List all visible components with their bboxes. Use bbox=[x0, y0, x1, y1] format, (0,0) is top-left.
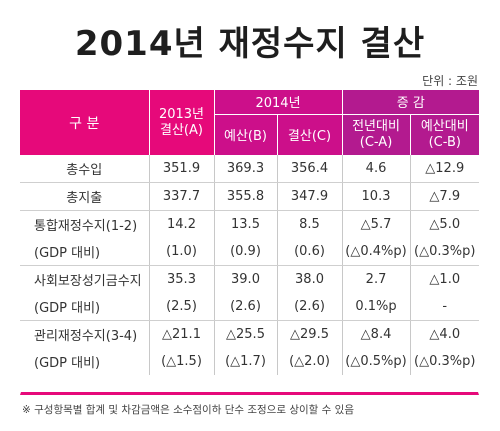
cell-2013: 14.2 bbox=[148, 210, 214, 238]
cell-2013: (△1.5) bbox=[148, 348, 214, 375]
cell-2013: 351.9 bbox=[148, 155, 214, 183]
cell-vs-budget: (△0.3%p) bbox=[409, 348, 480, 375]
cell-settle: △29.5 bbox=[276, 320, 343, 348]
cell-2013: 337.7 bbox=[148, 182, 214, 211]
row-label: (GDP 대비) bbox=[34, 356, 101, 371]
cell-vs-prev: 2.7 bbox=[341, 265, 411, 293]
footnote: ※ 구성항목별 합계 및 차감금액은 소수점이하 단수 조정으로 상이할 수 있… bbox=[22, 404, 354, 416]
cell-settle: (2.6) bbox=[276, 293, 343, 321]
cell-vs-prev: (△0.4%p) bbox=[341, 238, 411, 266]
row-label: (GDP 대비) bbox=[20, 293, 149, 321]
cell-settle: 356.4 bbox=[276, 155, 343, 183]
cell-budget: 13.5 bbox=[213, 210, 277, 238]
header-vs-budget-label: 예산대비 bbox=[420, 118, 469, 134]
row-label: 통합재정수지(1-2) bbox=[34, 219, 138, 234]
header-2013-year: 2013년 bbox=[158, 106, 205, 122]
cell-vs-budget: △1.0 bbox=[409, 265, 480, 293]
header-vs-prev-formula: (C-A) bbox=[359, 134, 393, 150]
row-label: 총지출 bbox=[20, 182, 149, 211]
header-settle: 결산(C) bbox=[276, 114, 343, 155]
header-2013-settle: 결산(A) bbox=[160, 122, 203, 138]
cell-budget: △25.5 bbox=[213, 320, 277, 348]
cell-settle: 347.9 bbox=[276, 182, 343, 211]
cell-budget: (0.9) bbox=[213, 238, 277, 266]
cell-vs-budget: △7.9 bbox=[409, 182, 480, 211]
table-row: (GDP 대비) (1.0) (0.9) (0.6) (△0.4%p) (△0.… bbox=[20, 238, 480, 266]
header-budget: 예산(B) bbox=[213, 114, 277, 155]
header-vs-prev-label: 전년대비 bbox=[352, 118, 400, 134]
cell-settle: 8.5 bbox=[276, 210, 343, 238]
header-2013: 2013년 결산(A) bbox=[148, 90, 214, 155]
cell-2013: △21.1 bbox=[148, 320, 214, 348]
cell-budget: 369.3 bbox=[213, 155, 277, 183]
page-title: 2014년 재정수지 결산 bbox=[74, 24, 426, 64]
cell-vs-budget: △12.9 bbox=[409, 155, 480, 183]
table-row: 사회보장성기금수지 35.3 39.0 38.0 2.7 △1.0 bbox=[20, 265, 480, 293]
cell-vs-prev: 4.6 bbox=[341, 155, 411, 183]
cell-settle: (△2.0) bbox=[276, 348, 343, 375]
cell-settle: (0.6) bbox=[276, 238, 343, 266]
header-category: 구 분 bbox=[20, 90, 149, 155]
table-row: 통합재정수지(1-2) 14.2 13.5 8.5 △5.7 △5.0 bbox=[20, 210, 480, 238]
cell-settle: 38.0 bbox=[276, 265, 343, 293]
header-vs-prev: 전년대비 (C-A) bbox=[341, 114, 411, 155]
header-change: 증 감 bbox=[341, 90, 480, 115]
unit-label: 단위 : 조원 bbox=[422, 74, 478, 88]
table-row: 총지출 337.7 355.8 347.9 10.3 △7.9 bbox=[20, 182, 480, 211]
cell-2013: (1.0) bbox=[148, 238, 214, 266]
fiscal-balance-table: 구 분 2013년 결산(A) 2014년 증 감 예산(B) 결산(C) 전년… bbox=[20, 90, 480, 375]
cell-vs-budget: △4.0 bbox=[409, 320, 480, 348]
row-label: 총수입 bbox=[20, 155, 149, 183]
cell-vs-prev: (△0.5%p) bbox=[341, 348, 411, 375]
row-label: (GDP 대비) bbox=[20, 238, 149, 266]
header-2014: 2014년 bbox=[213, 90, 343, 115]
table-row: 관리재정수지(3-4) △21.1 △25.5 △29.5 △8.4 △4.0 bbox=[20, 320, 480, 348]
table-row: (GDP 대비) (2.5) (2.6) (2.6) 0.1%p - bbox=[20, 293, 480, 321]
cell-2013: 35.3 bbox=[148, 265, 214, 293]
cell-vs-prev: 10.3 bbox=[341, 182, 411, 211]
cell-budget: (2.6) bbox=[213, 293, 277, 321]
cell-vs-prev: 0.1%p bbox=[341, 293, 411, 321]
cell-vs-budget: (△0.3%p) bbox=[409, 238, 480, 266]
cell-2013: (2.5) bbox=[148, 293, 214, 321]
header-vs-budget-formula: (C-B) bbox=[428, 134, 461, 150]
cell-budget: 355.8 bbox=[213, 182, 277, 211]
row-label: 관리재정수지(3-4) bbox=[34, 329, 138, 344]
cell-vs-prev: △8.4 bbox=[341, 320, 411, 348]
cell-vs-budget: △5.0 bbox=[409, 210, 480, 238]
table-row: (GDP 대비) (△1.5) (△1.7) (△2.0) (△0.5%p) (… bbox=[20, 348, 480, 375]
cell-budget: (△1.7) bbox=[213, 348, 277, 375]
header-vs-budget: 예산대비 (C-B) bbox=[409, 114, 480, 155]
row-label: 사회보장성기금수지 bbox=[34, 274, 142, 289]
cell-vs-budget: - bbox=[409, 293, 480, 321]
table-row: 총수입 351.9 369.3 356.4 4.6 △12.9 bbox=[20, 155, 480, 183]
cell-budget: 39.0 bbox=[213, 265, 277, 293]
cell-vs-prev: △5.7 bbox=[341, 210, 411, 238]
